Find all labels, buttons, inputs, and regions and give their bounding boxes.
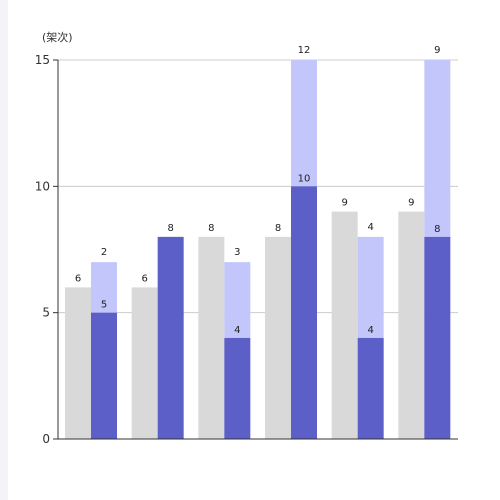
y-tick-label: 10 <box>35 179 50 193</box>
bar-dark-segment <box>224 337 251 439</box>
axes: 0 5 10 15 <box>35 53 458 446</box>
data-label-dark: 4 <box>234 325 240 336</box>
bar-grey <box>265 236 291 439</box>
data-label-dark: 8 <box>167 223 173 234</box>
data-label-grey: 9 <box>408 198 414 209</box>
bar-dark-segment <box>291 186 317 439</box>
bars <box>65 60 451 439</box>
data-label-grey: 6 <box>141 273 147 284</box>
y-tick-label: 0 <box>42 432 50 446</box>
y-tick-label: 15 <box>35 53 50 67</box>
bar-light-segment <box>291 60 317 187</box>
data-label-light: 12 <box>298 45 311 56</box>
bar-grey <box>198 236 225 439</box>
data-label-light: 3 <box>234 247 240 258</box>
data-label-grey: 6 <box>75 273 81 284</box>
bar-dark-segment <box>424 236 451 439</box>
data-label-light: 2 <box>101 247 107 258</box>
bar-dark-segment <box>91 312 117 439</box>
bar-dark-segment <box>157 236 184 439</box>
data-label-grey: 8 <box>208 223 214 234</box>
bar-light-segment <box>224 262 251 338</box>
bar-grey <box>398 211 425 439</box>
bar-light-segment <box>424 60 451 237</box>
data-label-grey: 8 <box>275 223 281 234</box>
bar-light-segment <box>357 236 384 338</box>
y-axis-unit-label: (架次) <box>42 30 73 44</box>
gridlines <box>58 59 458 314</box>
bar-grey <box>331 211 358 439</box>
data-label-dark: 5 <box>101 300 107 311</box>
data-label-dark: 10 <box>298 173 311 184</box>
data-label-light: 9 <box>434 45 440 56</box>
data-label-dark: 4 <box>367 325 373 336</box>
bar-light-segment <box>91 262 117 313</box>
data-label-light: 4 <box>367 222 373 233</box>
bar-dark-segment <box>357 337 384 439</box>
data-label-dark: 8 <box>434 224 440 235</box>
data-labels: 6 2 5 6 8 8 3 4 8 12 10 9 4 4 9 9 8 <box>75 45 441 336</box>
left-margin-strip <box>0 0 8 500</box>
bar-grey <box>131 287 158 439</box>
data-label-grey: 9 <box>341 198 347 209</box>
y-tick-label: 5 <box>42 306 50 320</box>
bar-grey <box>65 287 91 439</box>
